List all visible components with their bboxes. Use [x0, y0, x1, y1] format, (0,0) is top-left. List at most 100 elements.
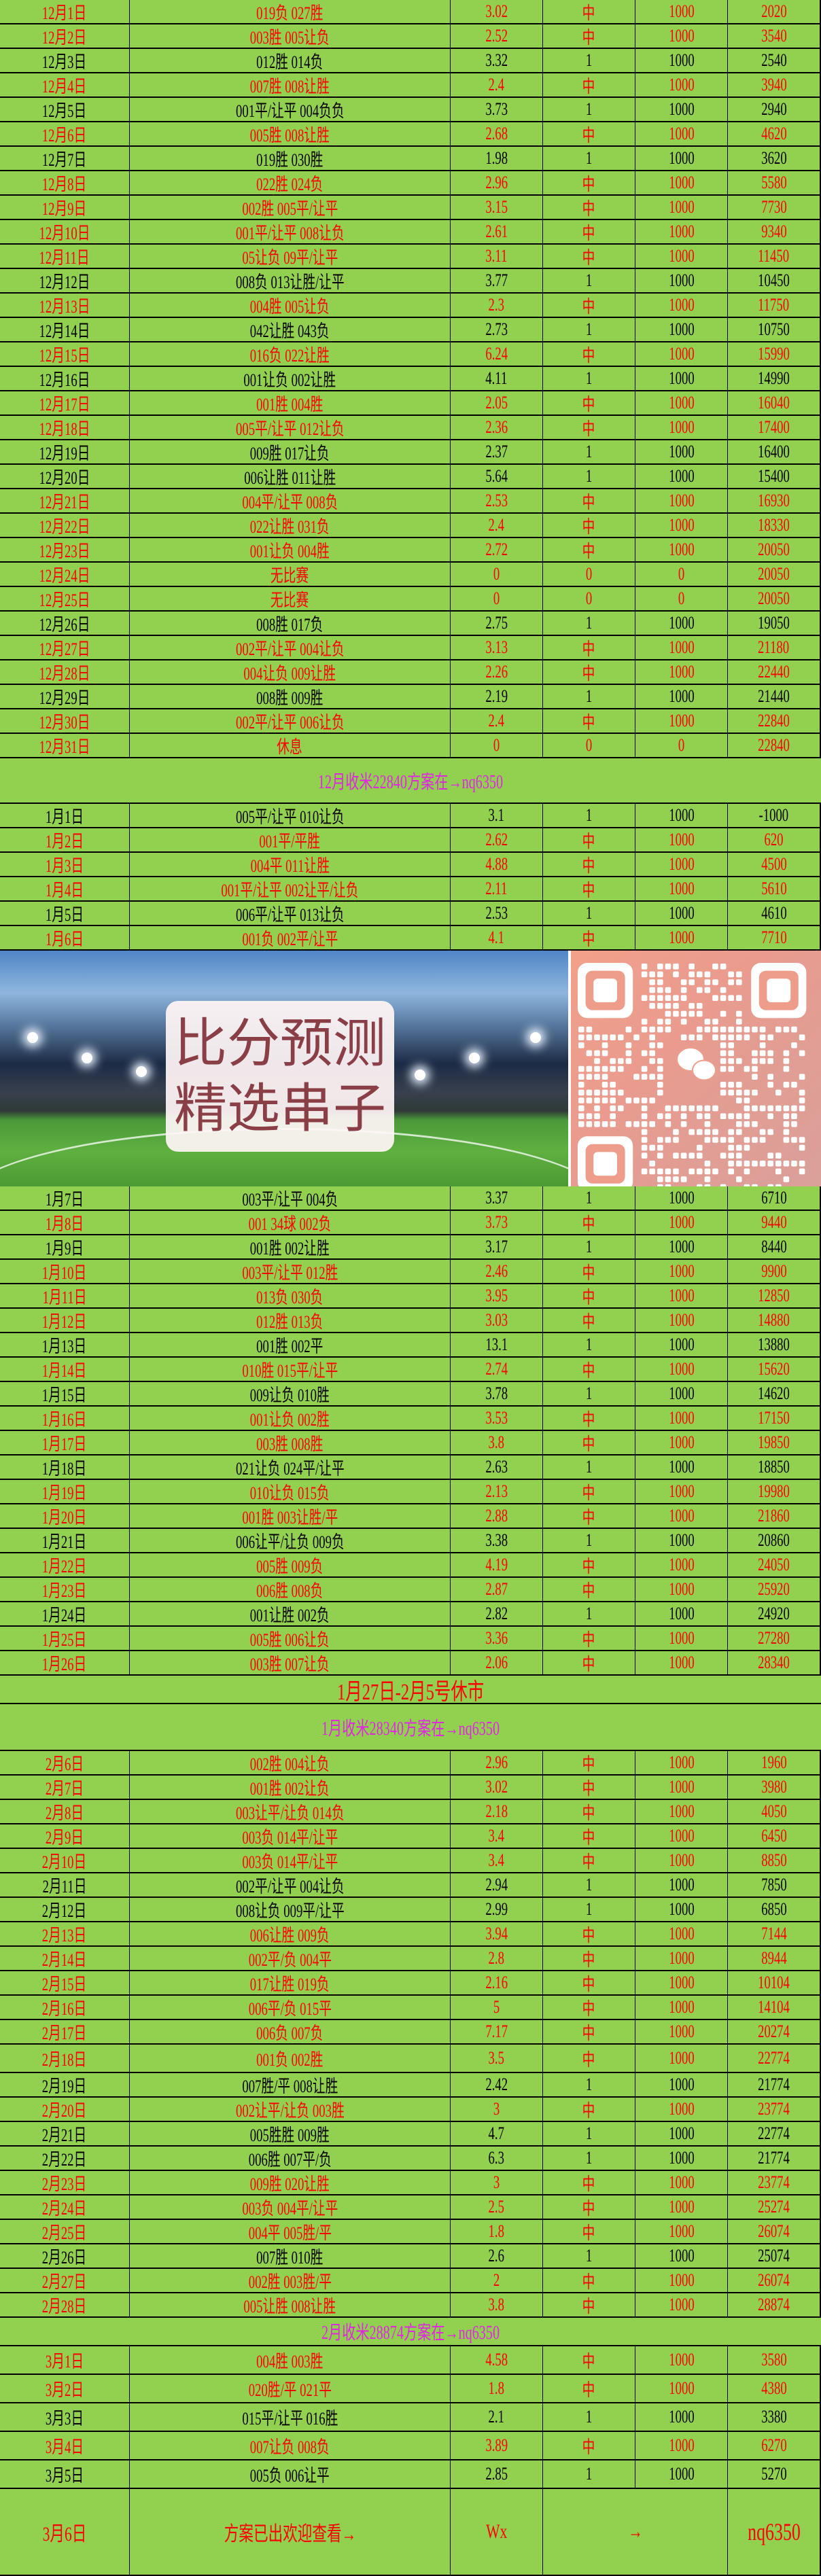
cell-text: 3540	[761, 26, 787, 46]
stake-cell: 1000	[635, 1211, 728, 1234]
cell-text: 1月18日	[42, 1458, 87, 1479]
cell-text: 1月10日	[42, 1263, 87, 1283]
cell-text: 21440	[758, 686, 790, 706]
cell-text: 1960	[761, 1752, 787, 1772]
cell-text: 12月5日	[42, 101, 87, 121]
running-total-cell: 15990	[728, 342, 821, 366]
pick-cell: 002平/负 004平	[130, 1947, 451, 1970]
cell-text: 5610	[761, 879, 787, 898]
date-cell: 12月18日	[0, 416, 130, 439]
december-rows: 12月1日 019负 027胜 3.02 中 1000 2020 12月2日 003胜 005…	[0, 0, 821, 758]
cell-text: 2.62	[485, 830, 508, 849]
cell-text: 12月1日	[42, 3, 87, 23]
promo-banner[interactable]: 比分预测 精选串子	[0, 951, 821, 1192]
cell-text: 中	[582, 27, 595, 48]
cell-text: 12月17日	[39, 394, 90, 414]
table-row: 2月26日 007胜 010胜 2.6 1 1000 25074	[0, 2244, 821, 2269]
january-summary[interactable]: 1月收米28340方案在→nq6350	[0, 1704, 821, 1751]
cell-text: 2.72	[485, 540, 508, 559]
date-cell: 2月12日	[0, 1898, 130, 1921]
february-summary-text: 2月收米28874方案在→nq6350	[321, 2323, 500, 2344]
result-cell: 1	[543, 1382, 635, 1405]
odds-cell: 3.36	[451, 1627, 543, 1650]
odds-cell: 3.02	[451, 0, 543, 23]
result-cell: 中	[543, 2346, 635, 2374]
cell-text: 005平/让平 012让负	[235, 419, 345, 439]
cell-text: 28340	[758, 1653, 790, 1672]
cell-text: 22774	[758, 2123, 790, 2143]
cell-text: 1000	[668, 2197, 695, 2217]
result-cell: 1	[543, 440, 635, 463]
cell-text: 中	[582, 663, 595, 684]
stake-cell: 1000	[635, 1578, 728, 1601]
stake-cell: 1000	[635, 440, 728, 463]
stake-cell: 1000	[635, 2269, 728, 2292]
date-cell: 12月30日	[0, 709, 130, 733]
promo-line1: 比分预测	[173, 1013, 386, 1074]
date-cell: 2月21日	[0, 2122, 130, 2145]
date-cell: 1月3日	[0, 853, 130, 876]
pick-cell: 006让平/让负 009负	[130, 1529, 451, 1552]
cell-text: 001平/让平 002让平/让负	[221, 880, 359, 900]
pick-cell: 020胜/平 021平	[130, 2375, 451, 2402]
cell-text: 2月17日	[42, 2023, 87, 2043]
cell-text: 009让负 010胜	[249, 1385, 330, 1405]
date-cell: 2月15日	[0, 1971, 130, 1994]
table-row: 3月3日 015平/让平 016胜 2.1 1 1000 3380	[0, 2403, 821, 2432]
stake-cell: 1000	[635, 2020, 728, 2043]
running-total-cell: 19980	[728, 1480, 821, 1503]
cell-text: 3月3日	[45, 2408, 84, 2429]
cell-text: 1月4日	[45, 880, 84, 900]
result-cell: 中	[543, 1407, 635, 1430]
cell-text: 008负 013让胜/让平	[235, 272, 345, 292]
market-break-note: 1月27日-2月5号休市	[0, 1676, 821, 1705]
qr-code[interactable]	[571, 951, 821, 1192]
stake-cell: 1000	[635, 660, 728, 684]
odds-cell: 2.75	[451, 612, 543, 635]
date-cell: 2月26日	[0, 2244, 130, 2268]
cell-text: 3.4	[488, 1826, 505, 1846]
cell-text: 中	[582, 1925, 595, 1945]
result-cell: 中	[543, 2020, 635, 2043]
running-total-cell: 20274	[728, 2020, 821, 2043]
pick-cell: 004平 011让胜	[130, 853, 451, 876]
cell-text: 6.24	[485, 344, 508, 364]
stake-cell: 1000	[635, 2346, 728, 2374]
table-row: 2月7日 001胜 002让负 3.02 中 1000 3980	[0, 1776, 821, 1800]
date-cell: 12月2日	[0, 24, 130, 48]
odds-cell: 2.42	[451, 2073, 543, 2096]
cell-text: 1	[585, 368, 593, 388]
pick-cell: 004胜 005让负	[130, 294, 451, 317]
cell-text: 3.15	[485, 197, 508, 217]
cell-text: 2.53	[485, 903, 508, 923]
result-cell: 1	[543, 367, 635, 390]
cell-text: 19980	[758, 1481, 790, 1501]
pick-cell: 004平/让平 008负	[130, 489, 451, 512]
pick-cell: 009让负 010胜	[130, 1382, 451, 1405]
odds-cell: 3.32	[451, 49, 543, 72]
cell-text: 中	[582, 2023, 595, 2043]
cell-text: 001负 002胜	[256, 2049, 324, 2070]
cell-text: 中	[582, 394, 595, 414]
cell-text: 22774	[758, 2048, 790, 2068]
february-summary[interactable]: 2月收米28874方案在→nq6350	[0, 2318, 821, 2346]
result-cell: 0	[543, 587, 635, 610]
date-cell: 12月26日	[0, 612, 130, 635]
cell-text: 12850	[758, 1286, 790, 1305]
stake-cell: 1000	[635, 1602, 728, 1625]
result-cell: 中	[543, 1971, 635, 1994]
cell-text: 1000	[668, 1604, 695, 1623]
date-cell: 1月1日	[0, 804, 130, 827]
december-summary[interactable]: 12月收米22840方案在→nq6350	[0, 758, 821, 804]
cell-text: 4.88	[485, 854, 508, 874]
table-row: 2月14日 002平/负 004平 2.8 中 1000 8944	[0, 1947, 821, 1971]
pick-cell: 005平/让平 012让负	[130, 416, 451, 439]
cell-text: 中	[582, 639, 595, 659]
contact-id[interactable]: nq6350	[728, 2489, 821, 2575]
table-row: 12月22日 022让胜 031负 2.4 中 1000 18330	[0, 514, 821, 538]
pick-cell: 012胜 014负	[130, 49, 451, 72]
table-row: 1月3日 004平 011让胜 4.88 中 1000 4500	[0, 853, 821, 877]
date-cell: 2月24日	[0, 2195, 130, 2219]
cell-text: 002平/让平 004让负	[235, 1876, 345, 1896]
cell-text: 3620	[761, 148, 787, 168]
